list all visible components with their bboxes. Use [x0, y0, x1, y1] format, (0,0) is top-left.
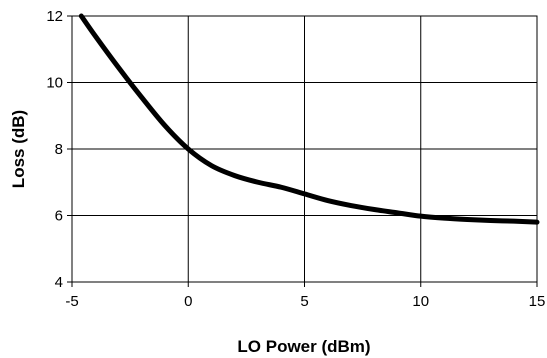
x-tick-label: -5 — [65, 293, 78, 310]
y-tick-label: 8 — [55, 141, 63, 158]
y-tick-label: 12 — [46, 8, 63, 25]
y-axis-title: Loss (dB) — [9, 110, 28, 188]
series-line-0 — [78, 13, 540, 225]
x-axis-title: LO Power (dBm) — [237, 337, 370, 356]
x-tick-label: 5 — [300, 293, 308, 310]
x-tick-label: 15 — [529, 293, 546, 310]
grid-layer — [72, 16, 537, 282]
y-tick-label: 6 — [55, 208, 63, 225]
series-layer — [78, 13, 540, 225]
tick-layer: -5 0 5 10 15 4 6 8 10 12 — [46, 8, 545, 310]
y-tick-label: 4 — [55, 274, 63, 291]
x-tick-label: 10 — [412, 293, 429, 310]
x-tick-label: 0 — [184, 293, 192, 310]
y-tick-label: 10 — [46, 75, 63, 92]
